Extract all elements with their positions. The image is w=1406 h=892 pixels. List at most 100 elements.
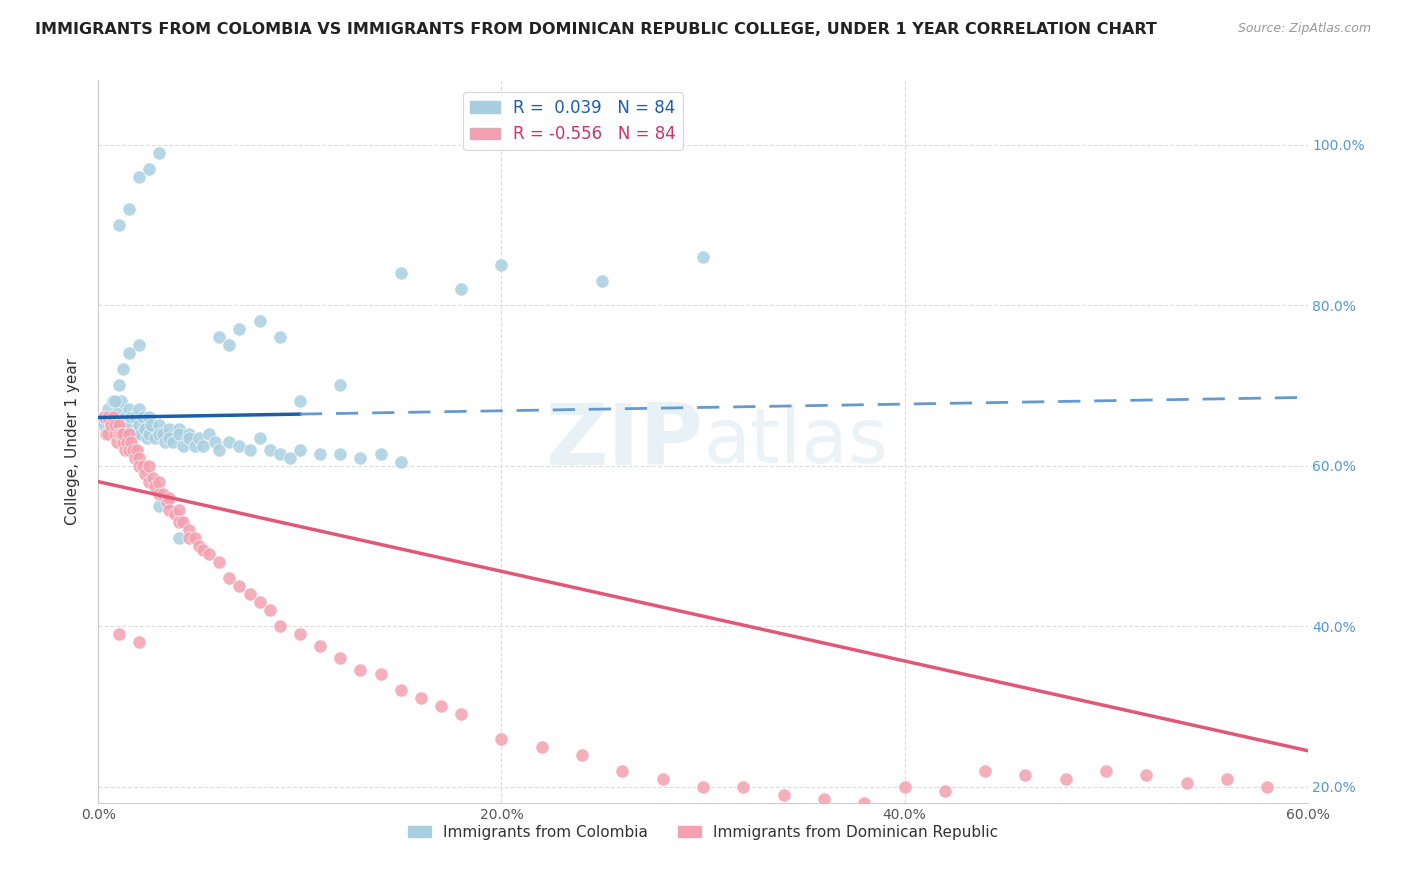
Point bbox=[128, 458, 150, 473]
Point bbox=[208, 555, 231, 569]
Point bbox=[103, 394, 125, 409]
Point bbox=[139, 418, 162, 433]
Point bbox=[132, 410, 155, 425]
Point bbox=[93, 410, 115, 425]
Point bbox=[157, 503, 180, 517]
Text: Source: ZipAtlas.com: Source: ZipAtlas.com bbox=[1237, 22, 1371, 36]
Point bbox=[110, 426, 132, 441]
Point bbox=[138, 458, 160, 473]
Point bbox=[152, 426, 174, 441]
Point bbox=[114, 410, 136, 425]
Point bbox=[111, 434, 134, 449]
Point bbox=[1095, 764, 1118, 778]
Point bbox=[101, 410, 124, 425]
Point bbox=[120, 434, 142, 449]
Point bbox=[179, 426, 201, 441]
Point bbox=[128, 338, 150, 352]
Point bbox=[188, 431, 211, 445]
Text: IMMIGRANTS FROM COLOMBIA VS IMMIGRANTS FROM DOMINICAN REPUBLIC COLLEGE, UNDER 1 : IMMIGRANTS FROM COLOMBIA VS IMMIGRANTS F… bbox=[35, 22, 1157, 37]
Point bbox=[184, 531, 207, 545]
Point bbox=[193, 439, 215, 453]
Point bbox=[491, 258, 513, 272]
Point bbox=[118, 202, 141, 216]
Point bbox=[97, 402, 120, 417]
Point bbox=[179, 523, 201, 537]
Point bbox=[148, 426, 170, 441]
Point bbox=[934, 784, 956, 798]
Text: atlas: atlas bbox=[703, 405, 887, 478]
Point bbox=[409, 691, 432, 706]
Point bbox=[143, 479, 166, 493]
Point bbox=[118, 402, 141, 417]
Point bbox=[167, 503, 190, 517]
Point bbox=[152, 487, 174, 501]
Point bbox=[249, 595, 271, 609]
Point bbox=[124, 450, 146, 465]
Point bbox=[128, 169, 150, 184]
Point bbox=[120, 410, 142, 425]
Point bbox=[389, 455, 412, 469]
Point bbox=[1135, 767, 1157, 781]
Point bbox=[156, 494, 179, 508]
Point bbox=[162, 434, 184, 449]
Point bbox=[138, 426, 160, 441]
Point bbox=[193, 542, 215, 557]
Point bbox=[105, 434, 128, 449]
Point bbox=[172, 515, 194, 529]
Text: ZIP: ZIP bbox=[546, 400, 703, 483]
Point bbox=[125, 442, 148, 457]
Point bbox=[167, 531, 190, 545]
Point bbox=[329, 447, 352, 461]
Point bbox=[370, 447, 392, 461]
Point bbox=[309, 447, 332, 461]
Point bbox=[1054, 772, 1077, 786]
Point bbox=[101, 394, 124, 409]
Point bbox=[128, 418, 150, 433]
Point bbox=[450, 282, 472, 296]
Point bbox=[974, 764, 997, 778]
Point bbox=[370, 667, 392, 681]
Point bbox=[288, 442, 311, 457]
Point bbox=[121, 426, 143, 441]
Point bbox=[651, 772, 673, 786]
Point bbox=[184, 439, 207, 453]
Point bbox=[121, 442, 143, 457]
Point bbox=[132, 458, 155, 473]
Point bbox=[107, 378, 129, 392]
Point bbox=[450, 707, 472, 722]
Point bbox=[772, 788, 794, 802]
Point bbox=[111, 426, 134, 441]
Point bbox=[228, 322, 250, 336]
Point bbox=[107, 418, 129, 433]
Point bbox=[128, 635, 150, 649]
Point bbox=[179, 531, 201, 545]
Point bbox=[269, 330, 291, 344]
Point bbox=[100, 418, 122, 433]
Y-axis label: College, Under 1 year: College, Under 1 year bbox=[65, 358, 80, 525]
Point bbox=[733, 780, 755, 794]
Point bbox=[167, 426, 190, 441]
Point bbox=[571, 747, 593, 762]
Point bbox=[389, 683, 412, 698]
Point bbox=[853, 796, 876, 810]
Point bbox=[97, 426, 120, 441]
Point bbox=[107, 627, 129, 641]
Point bbox=[167, 515, 190, 529]
Point bbox=[135, 431, 157, 445]
Point bbox=[1216, 772, 1239, 786]
Point bbox=[107, 402, 129, 417]
Point bbox=[259, 442, 281, 457]
Point bbox=[103, 426, 125, 441]
Point bbox=[259, 603, 281, 617]
Point bbox=[103, 410, 125, 425]
Point bbox=[148, 475, 170, 489]
Point bbox=[163, 507, 186, 521]
Point bbox=[129, 426, 152, 441]
Point bbox=[208, 330, 231, 344]
Point bbox=[288, 627, 311, 641]
Point bbox=[389, 266, 412, 280]
Point bbox=[125, 426, 148, 441]
Point bbox=[93, 418, 115, 433]
Point bbox=[239, 587, 262, 601]
Point bbox=[430, 699, 453, 714]
